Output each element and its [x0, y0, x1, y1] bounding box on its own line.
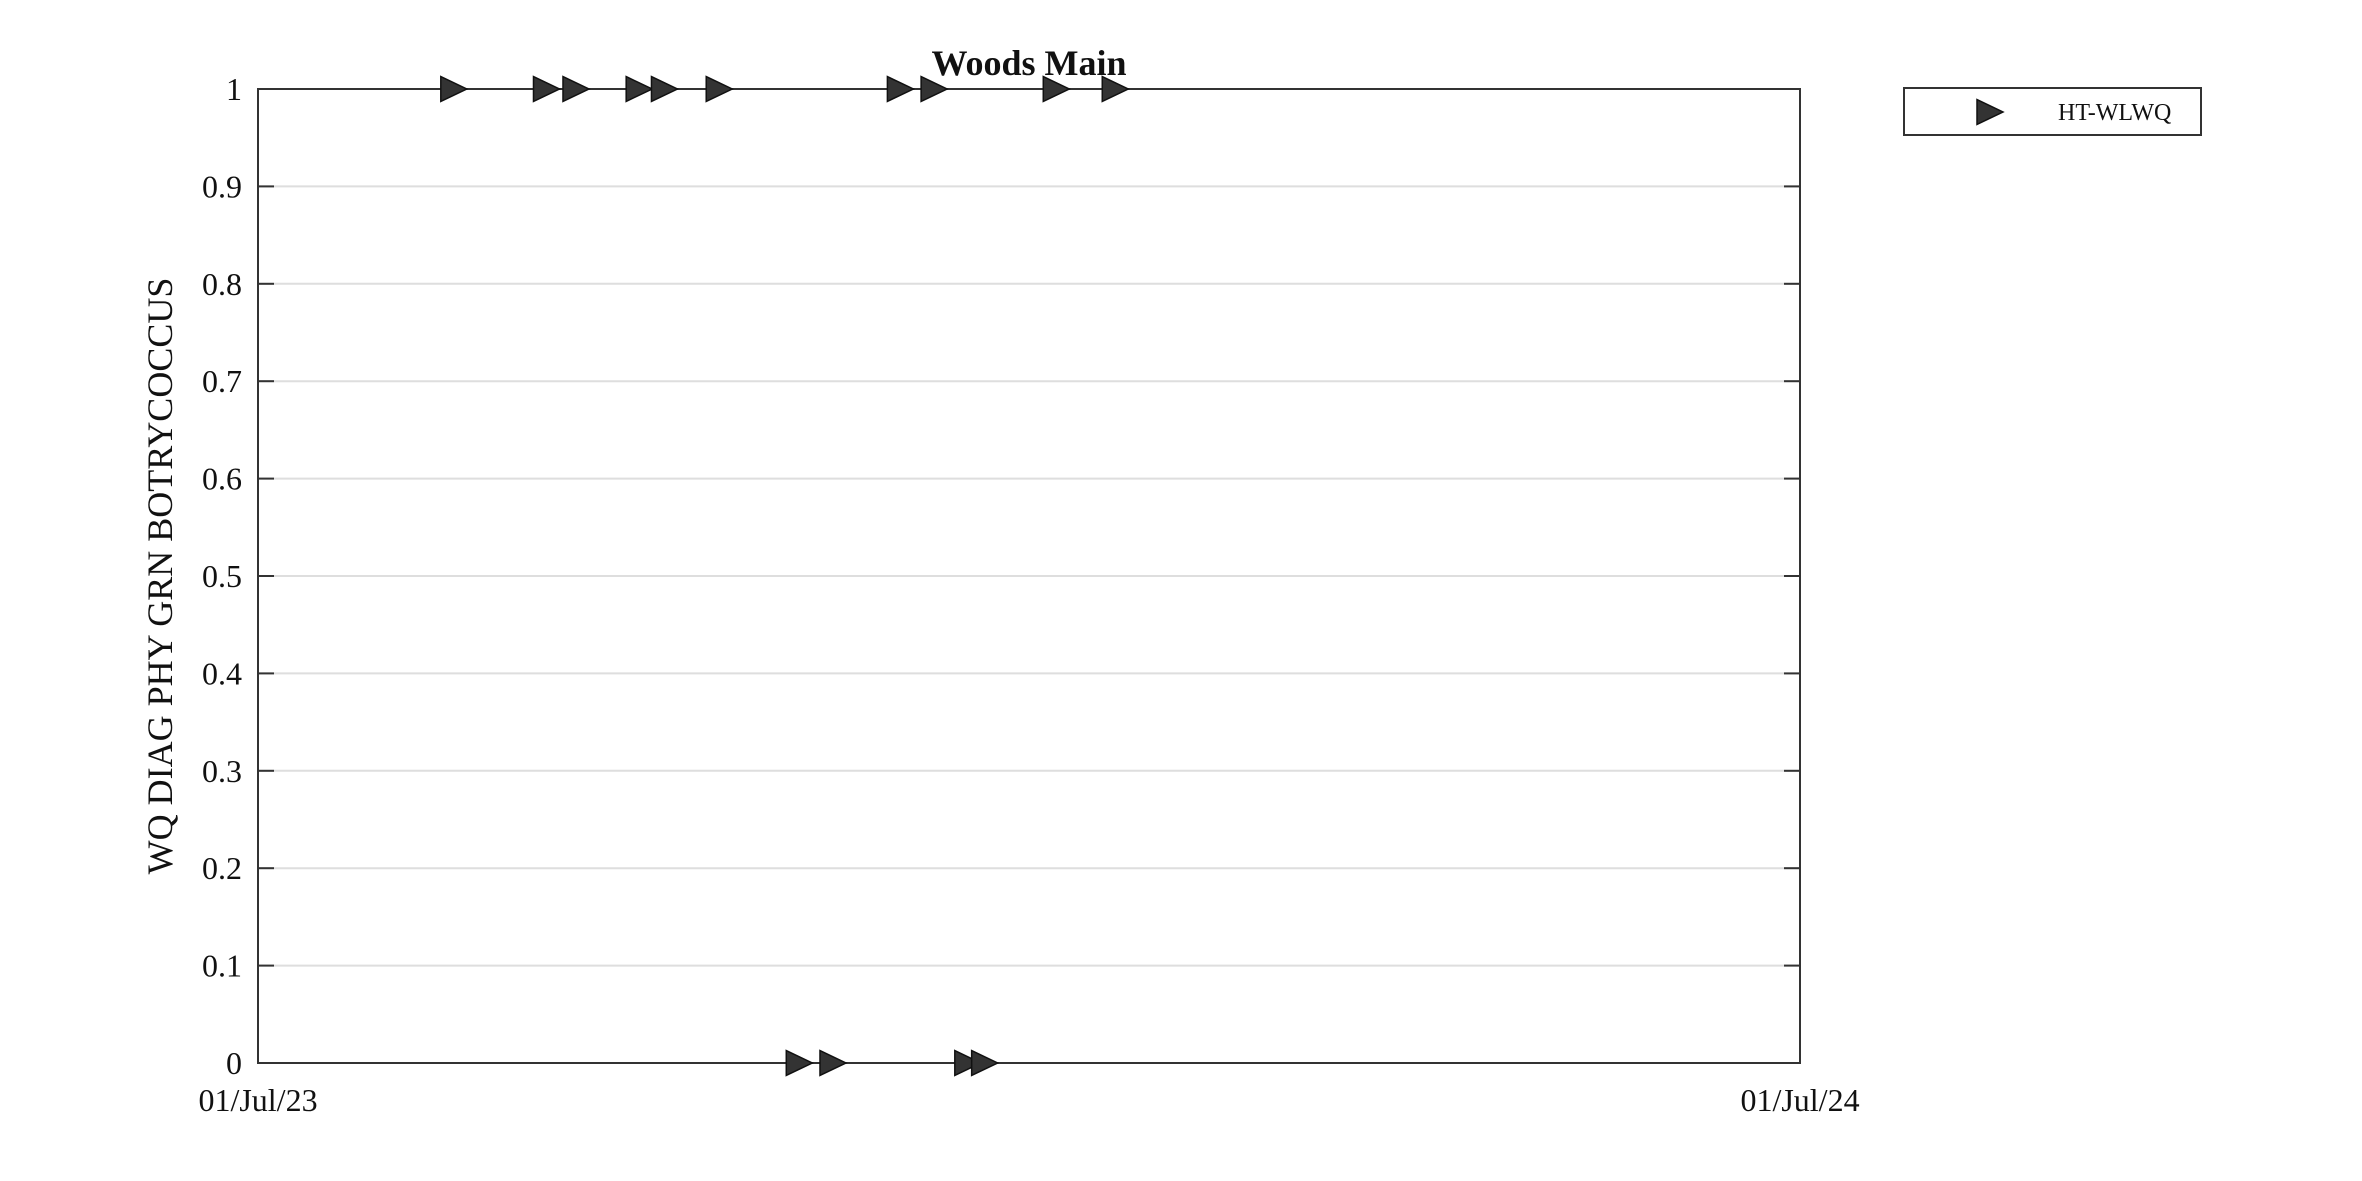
legend-triangle [1976, 98, 2005, 126]
legend-marker-icon [1976, 98, 2005, 126]
y-tick-label: 0.6 [202, 461, 242, 497]
legend-box [1903, 87, 2202, 136]
y-tick-label: 0.7 [202, 363, 242, 399]
y-axis-ticks: 0 0.1 0.2 0.3 0.4 0.5 0.6 0.7 0.8 0.9 1 [202, 71, 1800, 1081]
x-axis-ticks: 01/Jul/23 01/Jul/24 [198, 1082, 1859, 1118]
x-tick-label: 01/Jul/24 [1740, 1082, 1859, 1118]
data-point-marker [886, 75, 916, 103]
data-markers [440, 75, 1131, 1077]
y-tick-label: 0.8 [202, 266, 242, 302]
data-point-marker [954, 1049, 983, 1077]
data-point-marker [920, 75, 949, 103]
data-point-marker [705, 75, 734, 103]
grid-lines [258, 185, 1800, 967]
y-tick-label: 1 [226, 71, 242, 107]
legend: HT-WLWQ [1903, 87, 2202, 136]
y-tick-label: 0.5 [202, 558, 242, 594]
data-point-marker [1042, 75, 1072, 103]
legend-label: HT-WLWQ [2058, 100, 2171, 126]
chart-title: Woods Main [931, 43, 1126, 83]
data-point-marker [562, 75, 591, 103]
data-point-marker [819, 1049, 848, 1077]
data-point-marker [650, 75, 680, 103]
data-point-marker [532, 75, 562, 103]
data-point-marker [970, 1049, 1000, 1077]
data-point-marker [625, 75, 654, 103]
data-point-marker [440, 75, 469, 103]
x-tick-label: 01/Jul/23 [198, 1082, 317, 1118]
y-tick-label: 0 [226, 1045, 242, 1081]
y-tick-label: 0.1 [202, 948, 242, 984]
y-axis-label: WQ DIAG PHY GRN BOTRYCOCCUS [140, 278, 180, 875]
y-tick-label: 0.2 [202, 850, 242, 886]
data-point-marker [785, 1049, 815, 1077]
y-tick-label: 0.3 [202, 753, 242, 789]
data-point-marker [1101, 75, 1131, 103]
y-tick-label: 0.4 [202, 655, 242, 691]
y-tick-label: 0.9 [202, 168, 242, 204]
